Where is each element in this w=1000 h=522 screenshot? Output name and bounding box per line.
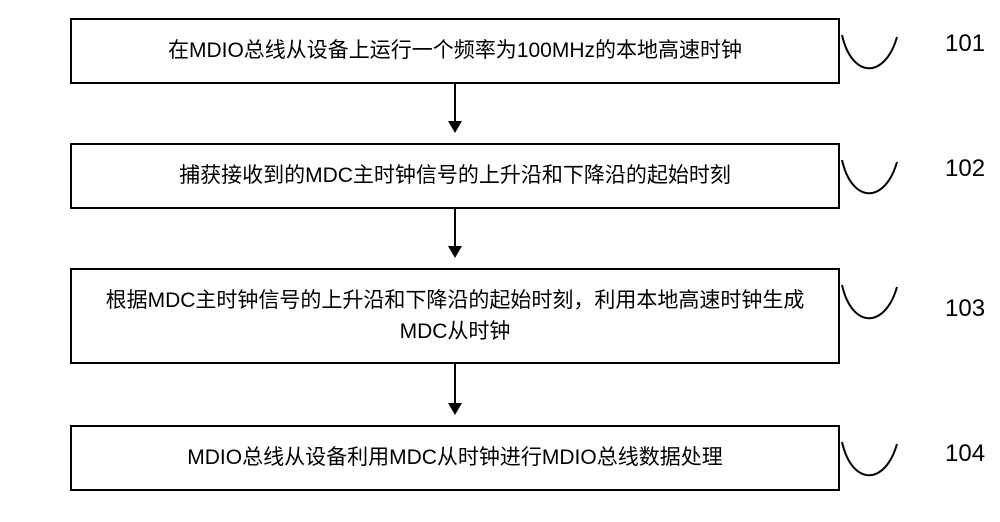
flowchart-step: 在MDIO总线从设备上运行一个频率为100MHz的本地高速时钟 xyxy=(70,18,840,84)
step-label: 101 xyxy=(945,30,985,58)
step-text: 捕获接收到的MDC主时钟信号的上升沿和下降沿的起始时刻 xyxy=(179,160,731,192)
step-label: 104 xyxy=(945,440,985,468)
step-text: MDIO总线从设备利用MDC从时钟进行MDIO总线数据处理 xyxy=(187,442,722,474)
step-text: 在MDIO总线从设备上运行一个频率为100MHz的本地高速时钟 xyxy=(168,35,742,67)
connector-curve xyxy=(840,33,935,83)
flowchart-step: MDIO总线从设备利用MDC从时钟进行MDIO总线数据处理 xyxy=(70,425,840,491)
flowchart-arrow xyxy=(454,364,456,413)
step-label: 103 xyxy=(945,295,985,323)
flowchart-arrow xyxy=(454,84,456,131)
flowchart-step: 捕获接收到的MDC主时钟信号的上升沿和下降沿的起始时刻 xyxy=(70,143,840,209)
flowchart-step: 根据MDC主时钟信号的上升沿和下降沿的起始时刻，利用本地高速时钟生成MDC从时钟 xyxy=(70,268,840,364)
connector-curve xyxy=(840,283,935,333)
flowchart-arrow xyxy=(454,209,456,256)
connector-curve xyxy=(840,158,935,208)
step-label: 102 xyxy=(945,155,985,183)
connector-curve xyxy=(840,440,935,490)
step-text: 根据MDC主时钟信号的上升沿和下降沿的起始时刻，利用本地高速时钟生成MDC从时钟 xyxy=(92,285,818,348)
